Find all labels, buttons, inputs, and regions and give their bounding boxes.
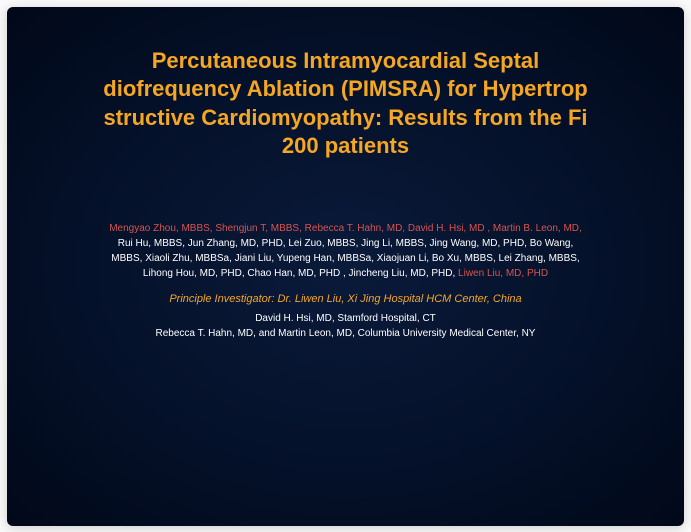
author-list: Mengyao Zhou, MBBS, Shengjun T, MBBS, Re… xyxy=(7,221,684,281)
title-slide: Percutaneous Intramyocardial Septal diof… xyxy=(7,7,684,526)
author-line-2: Rui Hu, MBBS, Jun Zhang, MD, PHD, Lei Zu… xyxy=(118,238,574,249)
author-line-4a: Lihong Hou, MD, PHD, Chao Han, MD, PHD ,… xyxy=(143,268,458,279)
principal-investigator: Principle Investigator: Dr. Liwen Liu, X… xyxy=(7,293,684,305)
title-line-4: 200 patients xyxy=(12,132,679,161)
affiliation-2: Rebecca T. Hahn, MD, and Martin Leon, MD… xyxy=(7,326,684,341)
slide-title: Percutaneous Intramyocardial Septal diof… xyxy=(7,47,684,161)
affiliations: David H. Hsi, MD, Stamford Hospital, CT … xyxy=(7,311,684,341)
title-line-3: structive Cardiomyopathy: Results from t… xyxy=(12,104,679,133)
title-line-1: Percutaneous Intramyocardial Septal xyxy=(12,47,679,76)
title-line-2: diofrequency Ablation (PIMSRA) for Hyper… xyxy=(12,75,679,104)
author-red-2: Rebecca T. Hahn, MD, David H. Hsi, MD , … xyxy=(305,223,582,234)
author-red-3: Liwen Liu, MD, PHD xyxy=(458,268,548,279)
author-line-3: MBBS, Xiaoli Zhu, MBBSa, Jiani Liu, Yupe… xyxy=(111,253,579,264)
affiliation-1: David H. Hsi, MD, Stamford Hospital, CT xyxy=(7,311,684,326)
slide-container: Percutaneous Intramyocardial Septal diof… xyxy=(7,7,684,526)
author-red-1: Mengyao Zhou, MBBS, Shengjun T, MBBS, xyxy=(109,223,304,234)
